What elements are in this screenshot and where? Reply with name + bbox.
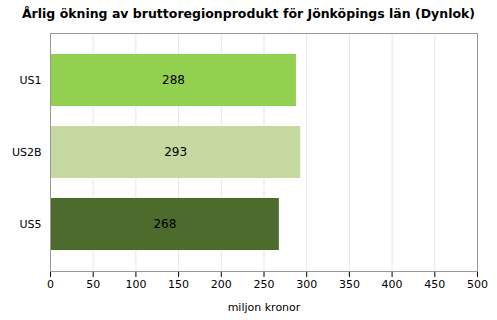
svg-text:250: 250 — [254, 278, 275, 291]
svg-text:100: 100 — [125, 278, 146, 291]
svg-text:288: 288 — [162, 73, 185, 87]
html-text:Årlig ökning av bruttoregionpr: Årlig ökning av bruttoregionprodukt för … — [21, 6, 476, 21]
svg-text:500: 500 — [467, 278, 488, 291]
svg-text:0: 0 — [47, 278, 54, 291]
svg-text:miljon kronor: miljon kronor — [228, 301, 301, 314]
svg-text:US5: US5 — [19, 218, 41, 231]
svg-text:50: 50 — [86, 278, 100, 291]
svg-text:300: 300 — [296, 278, 317, 291]
svg-text:268: 268 — [153, 217, 176, 231]
svg-text:400: 400 — [382, 278, 403, 291]
svg-text:450: 450 — [424, 278, 445, 291]
svg-text:350: 350 — [339, 278, 360, 291]
svg-text:US2B: US2B — [12, 146, 42, 159]
svg-text:150: 150 — [168, 278, 189, 291]
svg-text:200: 200 — [211, 278, 232, 291]
svg-text:293: 293 — [164, 145, 187, 159]
svg-text:US1: US1 — [19, 74, 41, 87]
